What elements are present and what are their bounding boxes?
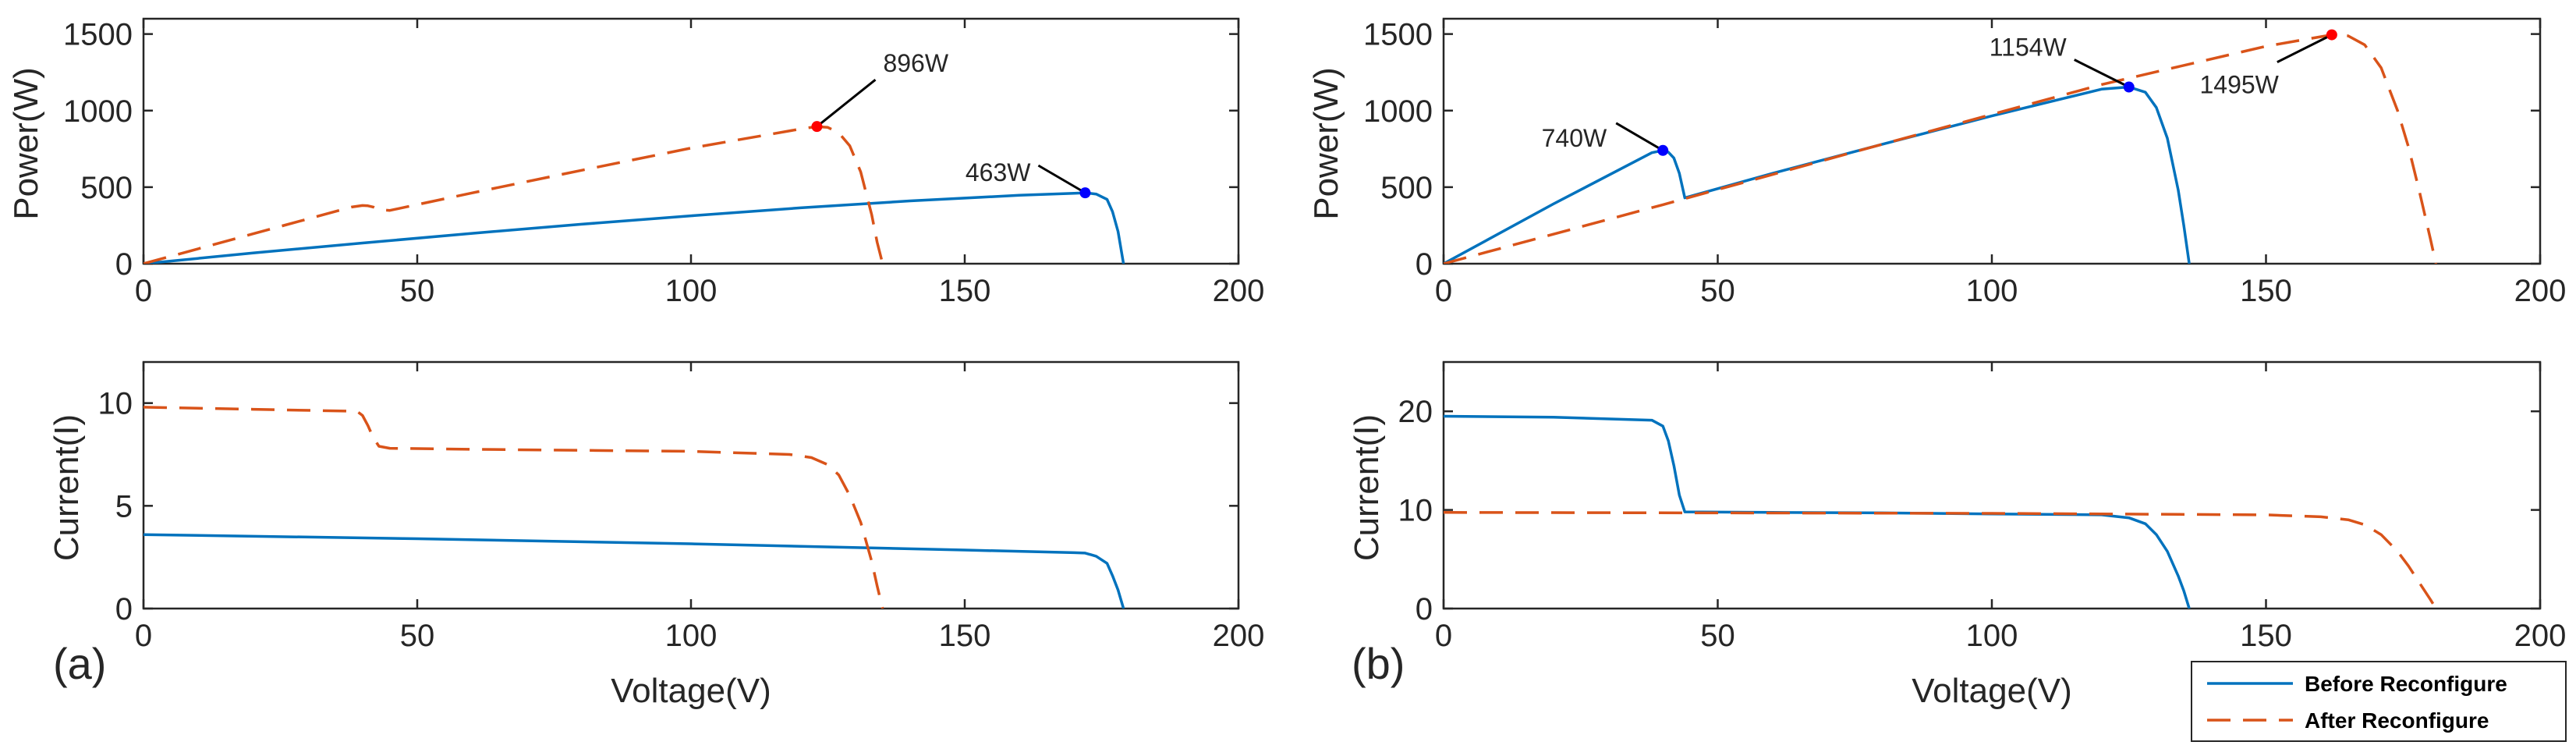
series-line-after xyxy=(144,406,884,609)
subplot-b-power: 0 50 100 150 200 0 500 1000 1500 740W 1154W 1495W xyxy=(1363,18,2566,308)
peak-marker xyxy=(811,121,823,133)
annotation-leader xyxy=(1615,122,1664,152)
y-tick-label: 1000 xyxy=(1363,94,1433,129)
x-tick-label: 100 xyxy=(665,274,718,308)
y-tick-label: 5 xyxy=(115,489,133,524)
xlabel-b: Voltage(V) xyxy=(1912,672,2071,710)
y-tick-label: 0 xyxy=(115,592,133,626)
x-tick-label: 150 xyxy=(2240,619,2292,653)
y-tick-label: 0 xyxy=(115,247,133,282)
y-tick-label: 20 xyxy=(1398,395,1433,429)
x-tick-label: 0 xyxy=(135,619,152,653)
series-line-before xyxy=(144,533,1125,609)
legend: Before Reconfigure After Reconfigure xyxy=(2191,661,2567,742)
annotation-leader xyxy=(1037,164,1086,194)
y-tick-label: 500 xyxy=(1380,171,1433,205)
x-tick-label: 50 xyxy=(400,619,435,653)
y-tick-label: 0 xyxy=(1416,592,1433,626)
y-tick-label: 0 xyxy=(1416,247,1433,282)
x-tick-label: 200 xyxy=(1213,619,1265,653)
annotation-label: 740W xyxy=(1542,124,1607,152)
series-line-after xyxy=(144,125,884,264)
peak-marker xyxy=(1079,187,1091,199)
ylabel-a-power: Power(W) xyxy=(7,67,45,220)
peak-marker xyxy=(1657,144,1669,156)
annotation-label: 896W xyxy=(883,49,948,77)
x-tick-label: 0 xyxy=(1435,274,1452,308)
panel-label-b: (b) xyxy=(1352,639,1405,688)
x-tick-label: 0 xyxy=(1435,619,1452,653)
x-tick-label: 150 xyxy=(939,619,991,653)
annotation-leader xyxy=(2277,34,2333,63)
series-line-before xyxy=(144,191,1125,264)
x-tick-label: 200 xyxy=(1213,274,1265,308)
peak-marker xyxy=(2123,81,2135,93)
subplot-a-current: 0 50 100 150 200 0 5 10 xyxy=(98,360,1265,653)
x-tick-label: 50 xyxy=(400,274,435,308)
legend-box xyxy=(2191,661,2567,742)
x-tick-label: 50 xyxy=(1700,619,1735,653)
x-tick-label: 100 xyxy=(1966,274,2018,308)
annotation-label: 463W xyxy=(966,158,1031,186)
y-tick-label: 10 xyxy=(1398,494,1433,528)
x-tick-label: 0 xyxy=(135,274,152,308)
x-tick-label: 150 xyxy=(939,274,991,308)
xlabel-a: Voltage(V) xyxy=(611,672,771,710)
legend-label-after: After Reconfigure xyxy=(2305,708,2489,733)
annotation-label: 1495W xyxy=(2199,71,2279,99)
ylabel-a-current: Current(I) xyxy=(48,414,86,561)
x-tick-label: 200 xyxy=(2514,619,2567,653)
x-tick-label: 100 xyxy=(1966,619,2018,653)
y-tick-label: 1500 xyxy=(1363,18,1433,52)
annotation-leader xyxy=(816,78,877,128)
x-tick-label: 50 xyxy=(1700,274,1735,308)
ylabel-b-current: Current(I) xyxy=(1348,414,1386,561)
subplot-a-power: 0 50 100 150 200 0 500 1000 1500 896W 463W xyxy=(63,18,1264,308)
panel-label-a: (a) xyxy=(53,639,106,688)
subplot-b-current: 0 50 100 150 200 0 10 20 xyxy=(1398,360,2567,653)
y-tick-label: 1000 xyxy=(63,94,133,129)
peak-marker xyxy=(2326,29,2337,41)
x-tick-label: 100 xyxy=(665,619,718,653)
annotation-label: 1154W xyxy=(1990,34,2068,62)
x-tick-label: 150 xyxy=(2240,274,2292,308)
ylabel-b-power: Power(W) xyxy=(1307,67,1345,220)
series-line-after xyxy=(1444,511,2437,609)
series-line-after xyxy=(1444,33,2438,264)
y-tick-label: 1500 xyxy=(63,18,133,52)
y-tick-label: 500 xyxy=(80,171,133,205)
x-tick-label: 200 xyxy=(2514,274,2567,308)
y-tick-label: 10 xyxy=(98,387,133,421)
annotation-leader xyxy=(2074,59,2130,88)
legend-label-before: Before Reconfigure xyxy=(2305,672,2507,696)
